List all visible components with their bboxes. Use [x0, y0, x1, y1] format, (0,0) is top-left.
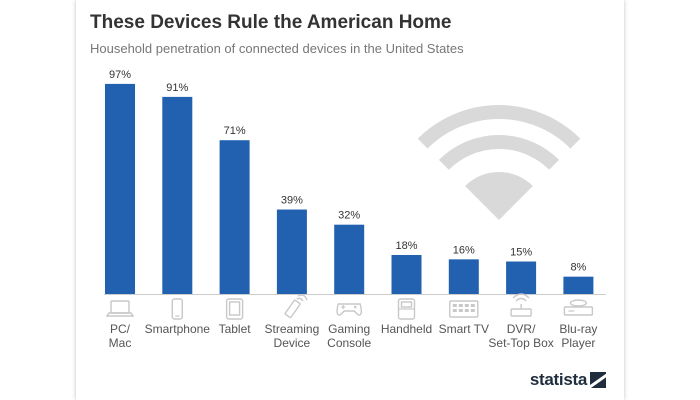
category-label: Blu-ray — [559, 322, 597, 336]
category-label: Device — [274, 336, 311, 350]
category-label: DVR/ — [507, 322, 536, 336]
bar-chart: 97% PC/Mac 91% Smartphone 71% Tablet 39% Stream… — [104, 69, 606, 350]
value-label: 91% — [166, 82, 188, 94]
bar — [219, 140, 250, 294]
wifi-arc — [417, 105, 581, 149]
value-label: 16% — [453, 244, 475, 256]
category-label: Set-Top Box — [488, 336, 553, 350]
bar-group: 18% Handheld — [381, 240, 432, 336]
gamepad-icon — [336, 303, 363, 316]
category-label: Smartphone — [145, 322, 211, 336]
bar — [506, 261, 537, 294]
handheld-console-icon — [397, 298, 416, 320]
laptop-icon — [105, 300, 135, 317]
category-label: Streaming — [265, 322, 320, 336]
statista-logo: statista — [530, 370, 606, 390]
wifi-dot — [465, 171, 533, 220]
bar — [448, 259, 479, 294]
value-label: 15% — [510, 247, 532, 259]
category-label: Console — [327, 336, 371, 350]
logo-text: statista — [529, 370, 587, 389]
bar-group: 97% PC/Mac — [105, 69, 135, 350]
bar-group: 15% DVR/Set-Top Box — [488, 247, 553, 350]
category-label: Smart TV — [439, 322, 489, 336]
bar — [276, 209, 307, 294]
value-label: 8% — [570, 262, 586, 274]
page-title: These Devices Rule the American Home — [90, 12, 452, 33]
smartphone-icon — [171, 298, 184, 320]
bar-group: 91% Smartphone — [145, 82, 211, 336]
value-label: 18% — [395, 240, 417, 252]
bar-group: 71% Tablet — [219, 125, 252, 336]
bar — [391, 255, 422, 294]
value-label: 71% — [224, 125, 246, 137]
page-subtitle: Household penetration of connected devic… — [90, 41, 464, 56]
category-label: Gaming — [328, 322, 370, 336]
value-label: 32% — [338, 210, 360, 222]
streaming-stick-icon — [284, 294, 308, 319]
wifi-icon — [417, 105, 581, 220]
wifi-arc — [438, 135, 560, 170]
bar — [334, 224, 365, 294]
category-label: PC/ — [110, 322, 131, 336]
bar — [563, 276, 594, 294]
category-label: Handheld — [381, 322, 432, 336]
logo-mark-icon — [590, 372, 606, 388]
router-icon — [510, 293, 532, 317]
bar — [105, 83, 135, 294]
category-label: Mac — [109, 336, 132, 350]
bluray-player-icon — [563, 299, 594, 316]
category-label: Tablet — [219, 322, 252, 336]
bar-group: 16% Smart TV — [439, 244, 489, 336]
value-label: 97% — [109, 69, 131, 81]
smart-tv-icon — [449, 300, 479, 318]
tablet-icon — [225, 298, 244, 320]
bar — [162, 96, 193, 294]
value-label: 39% — [281, 195, 303, 207]
chart-card: These Devices Rule the American Home Hou… — [76, 0, 624, 400]
category-label: Player — [561, 336, 595, 350]
